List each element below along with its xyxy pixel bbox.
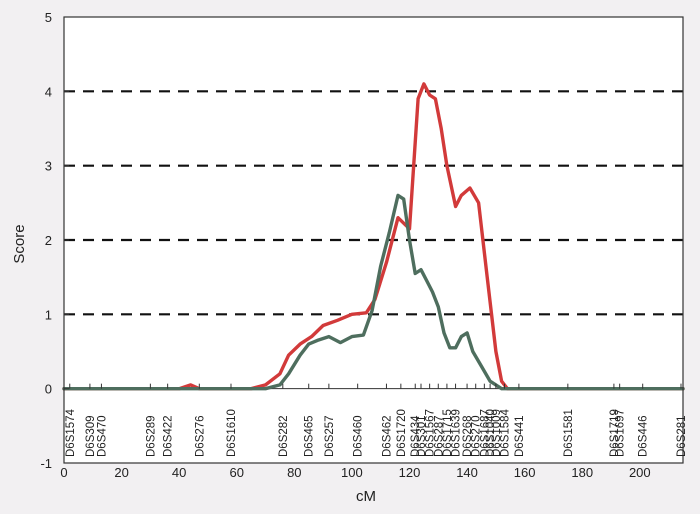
marker-label: D6S1584 [499, 408, 511, 457]
x-tick-label: 160 [514, 465, 536, 480]
marker-label: D6S441 [514, 415, 526, 457]
marker-label: D6S301 [416, 415, 428, 457]
x-tick-label: 40 [172, 465, 186, 480]
marker-label: D6S281 [676, 415, 688, 457]
series-line-2 [62, 193, 685, 391]
marker-label: D6S1009 [491, 409, 503, 457]
marker-label: D6S270 [471, 415, 483, 457]
y-tick-label: 0 [45, 382, 52, 397]
x-axis-label: cM [356, 488, 376, 505]
x-tick-label: 100 [341, 465, 363, 480]
marker-label: D6S287 [433, 415, 445, 457]
marker-label: D6S1697 [615, 409, 627, 457]
marker-label: D6S1719 [609, 409, 621, 457]
x-tick-label: 180 [571, 465, 593, 480]
marker-label: D6S268 [462, 415, 474, 457]
marker-label: D6S470 [96, 415, 108, 457]
y-tick-label: -1 [40, 456, 52, 471]
marker-label: D6S276 [194, 415, 206, 457]
marker-label: D6S1567 [425, 409, 437, 457]
marker-label: D6S462 [381, 415, 393, 457]
grid-layer [64, 17, 683, 463]
marker-label: D6S309 [85, 415, 97, 457]
marker-label: D6S460 [353, 415, 365, 457]
marker-label: D6S1574 [65, 408, 77, 457]
marker-label: D6S434 [410, 415, 422, 457]
x-tick-label: 80 [287, 465, 301, 480]
marker-label: D6S1639 [451, 409, 463, 457]
marker-label: D6S289 [145, 415, 157, 457]
marker-label: D6S1040 [485, 409, 497, 457]
y-tick-label: 4 [45, 84, 52, 99]
x-tick-label: 120 [399, 465, 421, 480]
y-tick-label: 2 [45, 233, 52, 248]
x-tick-label: 200 [629, 465, 651, 480]
x-tick-label: 60 [230, 465, 244, 480]
marker-label: D6S1581 [563, 409, 575, 457]
y-tick-label: 3 [45, 159, 52, 174]
y-tick-label: 1 [45, 307, 52, 322]
marker-label: D6S465 [304, 415, 316, 457]
marker-label: D6S446 [638, 415, 650, 457]
marker-label: D6S1715 [442, 409, 454, 457]
tick-layer: -1 0 1 2 3 4 5 0 20 40 60 80 100 120 140 160 180 200 [40, 10, 650, 480]
marker-label: D6S1720 [396, 409, 408, 457]
series-layer [62, 82, 685, 391]
y-axis-label: Score [11, 224, 28, 263]
marker-label: D6S282 [278, 415, 290, 457]
marker-label: D6S422 [163, 415, 175, 457]
x-tick-label: 20 [114, 465, 128, 480]
x-tick-label: 140 [456, 465, 478, 480]
marker-label: D6S1610 [226, 409, 238, 457]
marker-layer: D6S1574 D6S309 D6S470 D6S289 D6S422 D6S276 D6S… [65, 383, 688, 457]
x-tick-label: 0 [60, 465, 67, 480]
marker-label: D6S1687 [479, 409, 491, 457]
y-tick-label: 5 [45, 10, 52, 25]
marker-label: D6S257 [324, 415, 336, 457]
